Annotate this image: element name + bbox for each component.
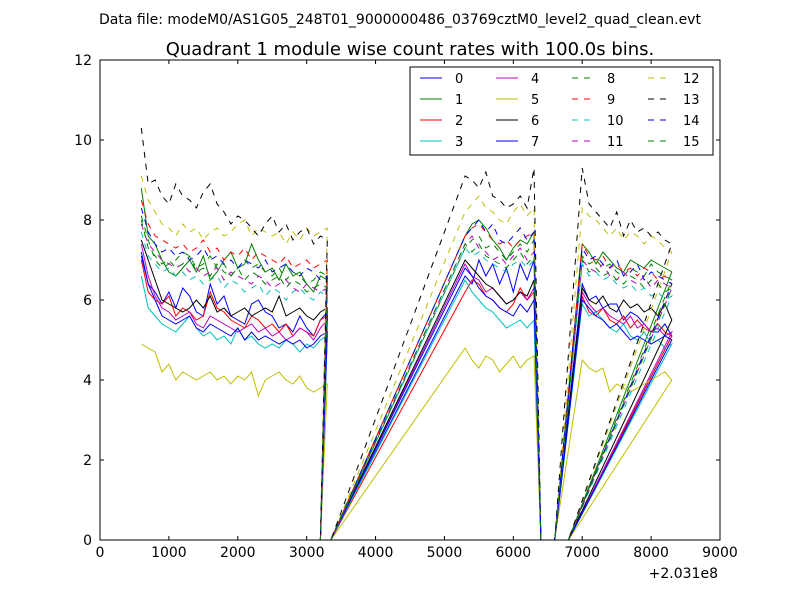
y-tick-label: 12	[74, 53, 92, 69]
y-tick-label: 10	[74, 133, 92, 149]
legend-label-4: 4	[531, 72, 539, 87]
x-tick-label: 1000	[151, 545, 187, 561]
legend-label-12: 12	[683, 72, 700, 87]
axes-layer: 0 1000 2000 3000 4000 5000 6000 7000 8000 9000 0 2 4…	[74, 53, 738, 561]
x-offset-label: +2.031e8	[649, 566, 718, 582]
legend-label-8: 8	[607, 72, 615, 87]
x-tick-label: 4000	[358, 545, 394, 561]
legend-label-11: 11	[607, 135, 624, 150]
x-tick-label: 3000	[289, 545, 325, 561]
legend-label-6: 6	[531, 114, 539, 129]
data-file-header: Data file: modeM0/AS1G05_248T01_90000004…	[99, 12, 701, 28]
legend-label-15: 15	[683, 135, 700, 150]
legend-label-1: 1	[455, 93, 463, 108]
legend-label-3: 3	[455, 135, 463, 150]
legend-label-7: 7	[531, 135, 539, 150]
x-tick-label: 0	[96, 545, 105, 561]
legend-label-5: 5	[531, 93, 539, 108]
x-tick-label: 5000	[427, 545, 463, 561]
x-tick-label: 7000	[564, 545, 600, 561]
y-tick-label: 8	[83, 213, 92, 229]
series-line-13	[140, 127, 673, 541]
y-tick-label: 2	[83, 453, 92, 469]
series-line-8	[140, 215, 673, 541]
x-tick-label: 8000	[633, 545, 669, 561]
legend-label-9: 9	[607, 93, 615, 108]
chart-title: Quadrant 1 module wise count rates with …	[166, 39, 655, 60]
legend-label-0: 0	[455, 72, 463, 87]
x-tick-label: 6000	[496, 545, 532, 561]
legend-label-10: 10	[607, 114, 624, 129]
y-tick-label: 4	[83, 373, 92, 389]
x-tick-label: 9000	[702, 545, 738, 561]
legend-label-2: 2	[455, 114, 463, 129]
series-line-9	[140, 199, 673, 541]
x-tick-label: 2000	[220, 545, 256, 561]
legend-label-13: 13	[683, 93, 700, 108]
legend-label-14: 14	[683, 114, 700, 129]
y-tick-label: 0	[83, 533, 92, 549]
y-tick-label: 6	[83, 293, 92, 309]
legend-box	[409, 66, 714, 156]
